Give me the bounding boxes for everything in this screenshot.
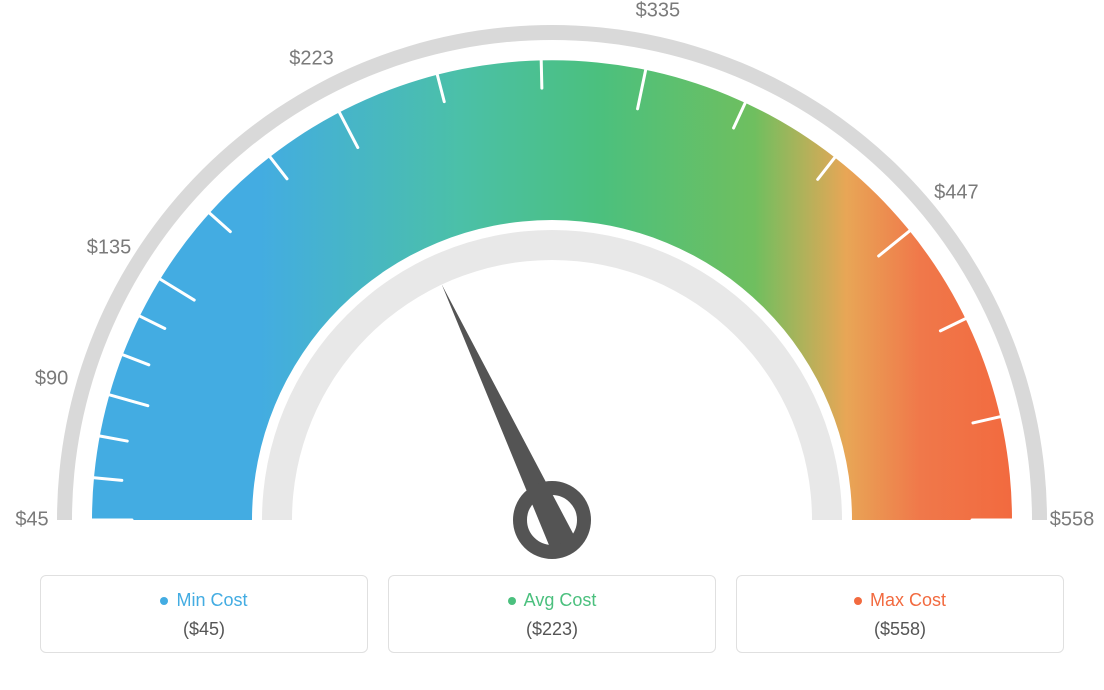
- gauge-tick-label: $223: [289, 47, 334, 70]
- gauge-tick-label: $558: [1050, 509, 1095, 532]
- legend-card-min: Min Cost ($45): [40, 575, 368, 653]
- gauge-container: $45 $90 $135 $223 $335 $447 $558: [0, 0, 1104, 560]
- gauge-tick-label: $135: [87, 236, 132, 259]
- legend-label-min: Min Cost: [176, 590, 247, 611]
- legend-dot-min: [160, 597, 168, 605]
- legend-value-max: ($558): [747, 619, 1053, 640]
- legend-value-avg: ($223): [399, 619, 705, 640]
- legend-title-min: Min Cost: [160, 590, 247, 611]
- gauge-tick-label: $447: [934, 182, 979, 205]
- gauge-tick-label: $90: [35, 367, 68, 390]
- gauge-color-arc: [92, 60, 1012, 520]
- legend-card-max: Max Cost ($558): [736, 575, 1064, 653]
- gauge-tick-label: $45: [15, 509, 48, 532]
- gauge-tick: [541, 60, 542, 88]
- legend-card-avg: Avg Cost ($223): [388, 575, 716, 653]
- legend-label-max: Max Cost: [870, 590, 946, 611]
- legend-dot-max: [854, 597, 862, 605]
- gauge-needle: [442, 285, 580, 558]
- gauge-tick-label: $335: [636, 0, 681, 22]
- legend-label-avg: Avg Cost: [524, 590, 597, 611]
- legend-dot-avg: [508, 597, 516, 605]
- legend-row: Min Cost ($45) Avg Cost ($223) Max Cost ($558…: [40, 575, 1064, 653]
- gauge-svg: [0, 0, 1104, 560]
- legend-title-max: Max Cost: [854, 590, 946, 611]
- legend-value-min: ($45): [51, 619, 357, 640]
- legend-title-avg: Avg Cost: [508, 590, 597, 611]
